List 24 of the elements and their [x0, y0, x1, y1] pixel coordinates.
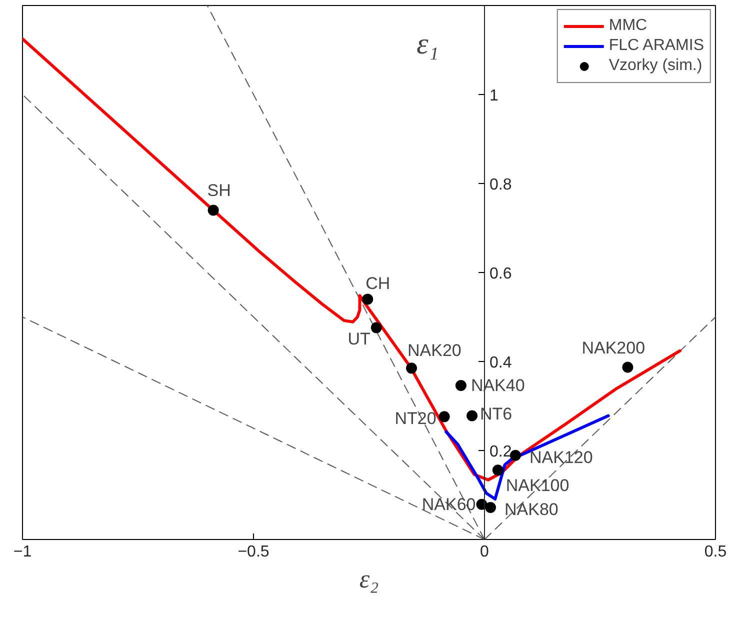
- x-tick-label: 0.5: [704, 544, 727, 560]
- annotation: NAK120: [529, 448, 593, 467]
- x-axis-title: ε₂: [359, 564, 379, 594]
- legend-label: Vzorky (sim.): [608, 57, 702, 75]
- annotation: CH: [366, 274, 390, 294]
- y-tick-label: 0.4: [490, 354, 512, 372]
- legend-label: FLC ARAMIS: [608, 37, 704, 55]
- x-tick-label: −0.5: [238, 544, 270, 560]
- x-tick-label: −1: [13, 544, 32, 560]
- y-axis-title: ε₁: [416, 28, 439, 60]
- y-tick-label: 1: [490, 88, 498, 104]
- x-tick-label: 0: [480, 544, 490, 560]
- annotation: NAK100: [506, 476, 570, 496]
- legend-label: MMC: [608, 17, 648, 35]
- annotation: SH: [207, 181, 231, 200]
- y-tick-label: 0.2: [490, 444, 512, 460]
- annotation: NAK80: [504, 500, 558, 519]
- annotation: NAK20: [408, 341, 462, 360]
- y-tick-label: 0.6: [490, 266, 512, 282]
- annotation: NT20: [394, 409, 436, 428]
- y-tick-label: 0.8: [490, 176, 512, 194]
- annotation: NAK200: [582, 338, 646, 358]
- annotation: NAK60: [422, 494, 476, 514]
- annotation: UT: [348, 330, 370, 349]
